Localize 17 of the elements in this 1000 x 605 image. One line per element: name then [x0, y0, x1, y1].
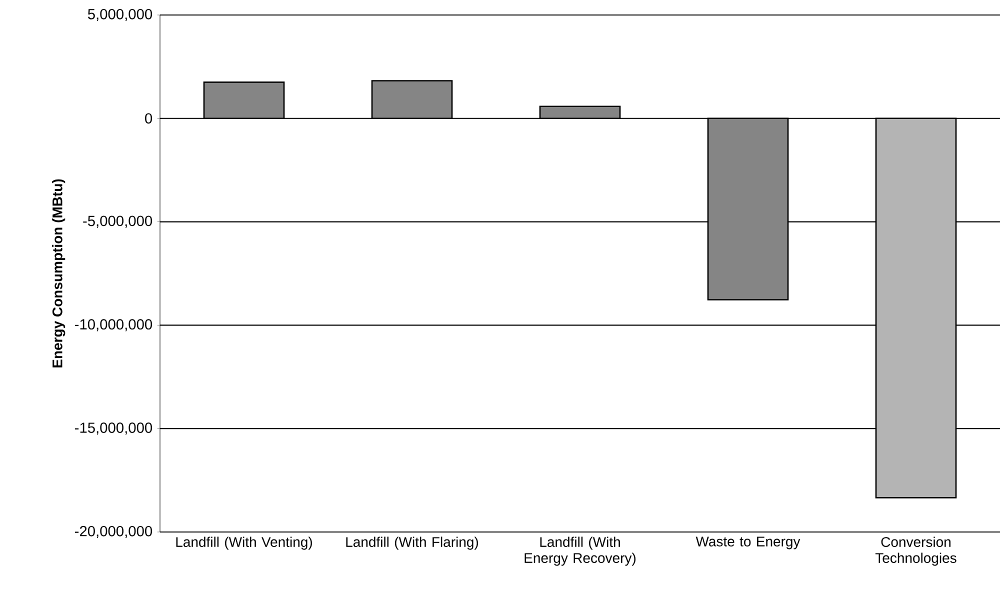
x-tick-label: Waste to Energy: [696, 536, 800, 550]
y-tick-label: 5,000,000: [88, 8, 152, 22]
bar: [203, 82, 285, 120]
y-tick-label: -10,000,000: [74, 319, 152, 332]
x-tick-label: Landfill (With Flaring): [346, 536, 478, 550]
y-tick-label: -15,000,000: [74, 422, 152, 435]
bar: [539, 106, 621, 120]
y-tick-label: 0: [145, 113, 152, 124]
x-tick-label: Conversion Technologies: [875, 536, 956, 566]
x-tick-label: Landfill (With Energy Recovery): [524, 536, 636, 566]
bar: [875, 118, 957, 498]
y-tick-label: -5,000,000: [83, 216, 152, 228]
x-tick-label: Landfill (With Venting): [176, 536, 312, 550]
bar: [371, 80, 453, 120]
y-axis-title: Energy Consumption (MBtu): [52, 179, 66, 368]
bar: [707, 118, 789, 300]
y-tick-label: -20,000,000: [74, 526, 152, 538]
